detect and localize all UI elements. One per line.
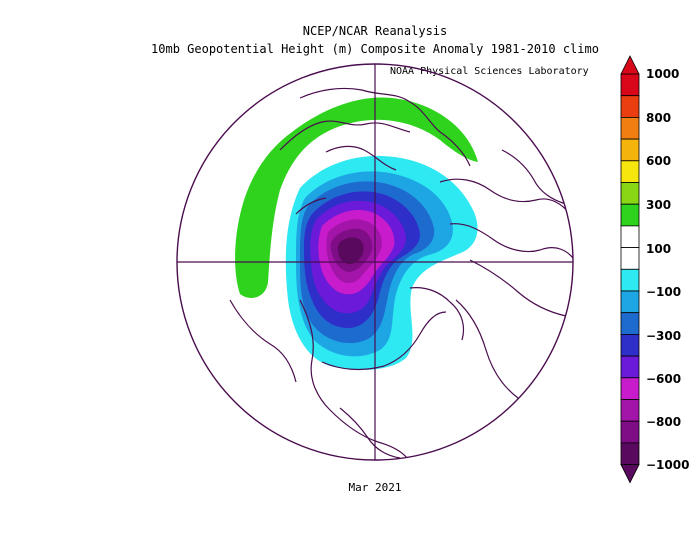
colorbar-swatch xyxy=(620,117,640,140)
graticule xyxy=(176,63,574,461)
colorbar-tick-label: −300 xyxy=(646,329,682,343)
colorbar-arrow-bottom xyxy=(620,464,640,484)
colorbar-swatch xyxy=(620,95,640,118)
colorbar-swatch xyxy=(620,333,640,357)
colorbar-tick-label: −600 xyxy=(646,372,682,386)
colorbar-swatch xyxy=(620,73,640,97)
map-boundary xyxy=(176,63,574,461)
colorbar-swatch xyxy=(620,442,640,465)
anomaly-level-1000 xyxy=(337,237,364,265)
colorbar-swatch xyxy=(620,268,640,292)
colorbar-swatch xyxy=(620,160,640,183)
colorbar-swatch xyxy=(620,420,640,444)
colorbar-swatch xyxy=(620,312,640,335)
map-title: NCEP/NCAR Reanalysis xyxy=(302,24,448,38)
colorbar-swatch xyxy=(620,138,640,162)
colorbar-swatch xyxy=(620,247,640,270)
colorbar-swatch xyxy=(620,355,640,379)
positive-anomaly-region xyxy=(235,97,478,298)
colorbar-tick-label: 1000 xyxy=(646,67,680,81)
colorbar-swatch xyxy=(620,203,640,227)
colorbar-swatches xyxy=(620,73,640,465)
colorbar-swatch xyxy=(620,377,640,400)
colorbar-swatch xyxy=(620,182,640,205)
map-subtitle: 10mb Geopotential Height (m) Composite A… xyxy=(151,42,599,56)
colorbar-tick-label: 300 xyxy=(646,198,672,212)
period-label: Mar 2021 xyxy=(348,481,402,494)
colorbar-tick-label: −800 xyxy=(646,415,682,429)
colorbar-swatch xyxy=(620,290,640,314)
credit-text: NOAA Physical Sciences Laboratory xyxy=(390,66,589,77)
colorbar-tick-label: −100 xyxy=(646,285,682,299)
colorbar-arrow-top xyxy=(620,55,640,75)
coastlines xyxy=(229,87,573,460)
colorbar-swatch xyxy=(620,225,640,248)
colorbar-tick-label: −1000 xyxy=(646,458,690,472)
colorbar-tick-label: 800 xyxy=(646,111,672,125)
colorbar-tick-label: 600 xyxy=(646,154,672,168)
colorbar-tick-label: 100 xyxy=(646,242,672,256)
colorbar-swatch xyxy=(620,399,640,422)
